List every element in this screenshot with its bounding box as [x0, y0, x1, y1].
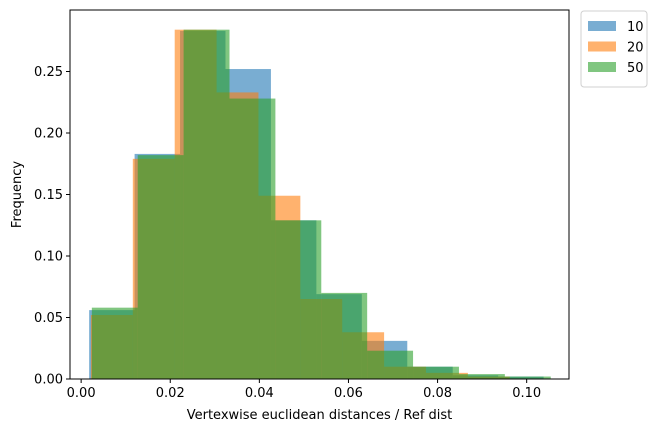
x-tick-label: 0.02 [156, 386, 185, 401]
bar-series-50-bin-1 [137, 155, 184, 379]
legend: 10 20 50 [580, 10, 648, 88]
y-axis-label: Frequency [10, 161, 25, 228]
bar-series-50-bin-9 [504, 376, 551, 379]
legend-label-20: 20 [627, 41, 644, 56]
y-tick-label: 0.25 [34, 65, 63, 80]
y-tick-label: 0.20 [34, 127, 63, 142]
bar-series-50-bin-0 [91, 307, 138, 379]
bar-series-50-bin-2 [183, 29, 230, 380]
x-tick-label: 0.06 [334, 386, 363, 401]
bar-series-50-bin-7 [413, 366, 459, 379]
legend-label-50: 50 [627, 61, 644, 76]
bar-series-50-bin-6 [367, 350, 414, 379]
bar-series-50-bin-3 [229, 98, 276, 379]
x-tick-label: 0.04 [245, 386, 274, 401]
x-axis-ticks: 0.00 0.02 0.04 0.06 0.08 0.10 [67, 379, 541, 401]
bars-layer [89, 29, 551, 380]
y-tick-label: 0.10 [34, 250, 63, 265]
y-tick-label: 0.00 [34, 373, 63, 388]
y-axis-ticks: 0.00 0.05 0.10 0.15 0.20 0.25 [34, 65, 70, 388]
bar-series-50-bin-8 [458, 374, 505, 379]
bar-series-50-bin-5 [321, 292, 368, 379]
x-axis-label: Vertexwise euclidean distances / Ref dis… [187, 408, 453, 423]
series-50-bars [91, 29, 551, 380]
legend-label-10: 10 [627, 20, 644, 35]
bar-series-50-bin-4 [275, 220, 322, 379]
x-tick-label: 0.00 [67, 386, 96, 401]
y-tick-label: 0.05 [34, 311, 63, 326]
legend-swatch-20 [588, 41, 616, 52]
x-tick-label: 0.10 [512, 386, 541, 401]
y-tick-label: 0.15 [34, 188, 63, 203]
legend-swatch-10 [588, 21, 616, 31]
legend-swatch-50 [588, 62, 616, 72]
x-tick-label: 0.08 [423, 386, 452, 401]
